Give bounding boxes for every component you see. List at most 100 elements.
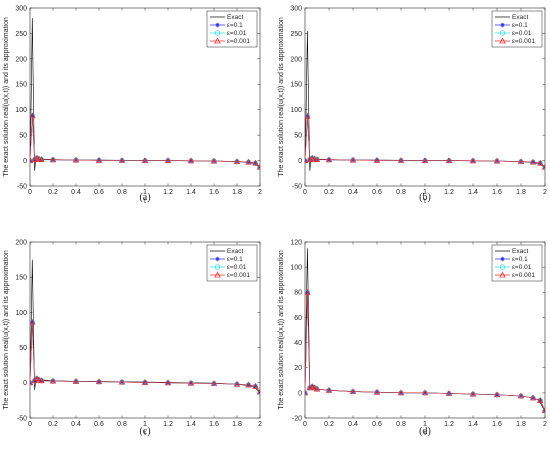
data-point — [305, 392, 307, 395]
data-point — [311, 384, 318, 391]
x-tick-label: 1.4 — [186, 189, 196, 196]
data-point — [49, 156, 57, 163]
x-tick-label: 1.8 — [516, 189, 526, 196]
data-point — [517, 392, 525, 399]
data-point — [445, 157, 453, 164]
legend-entry: Exact — [227, 14, 243, 21]
y-tick-label: 50 — [19, 345, 27, 352]
data-point — [397, 157, 405, 163]
data-point — [349, 388, 357, 395]
data-point — [493, 157, 501, 164]
data-point — [541, 163, 545, 170]
data-point — [537, 397, 544, 403]
x-tick-label: 0.2 — [324, 421, 334, 428]
legend-marker — [214, 271, 221, 278]
chart-panel-d: 0 0.2 0.4 0.6 0.8 1 1.2 1.4 1.6 1.8 2-200204060801… — [278, 239, 547, 437]
series-line-3 — [30, 115, 260, 168]
legend-entry: ε=0.001 — [227, 272, 250, 279]
data-point — [258, 166, 260, 170]
data-point — [164, 379, 172, 386]
data-point — [30, 157, 34, 164]
series-group — [305, 248, 545, 414]
data-point — [245, 381, 252, 388]
y-tick-label: 250 — [15, 31, 27, 38]
data-point — [256, 163, 260, 170]
y-tick-label: 150 — [15, 82, 27, 89]
data-point — [141, 379, 149, 385]
legend-marker — [499, 271, 506, 278]
data-point — [30, 318, 36, 325]
y-tick-label: 200 — [15, 56, 27, 63]
data-point — [95, 156, 103, 163]
legend-marker — [499, 30, 506, 36]
y-tick-label: 60 — [294, 315, 302, 322]
data-point — [210, 157, 218, 164]
legend-marker — [499, 264, 506, 270]
x-tick-label: 0.2 — [324, 189, 334, 196]
data-point — [325, 156, 333, 163]
x-tick-label: 2 — [543, 189, 547, 196]
x-tick-label: 1 — [143, 421, 147, 428]
x-tick-label: 0 — [303, 421, 307, 428]
y-tick-label: 100 — [15, 310, 27, 317]
legend-entry: ε=0.1 — [512, 256, 528, 263]
legend-marker — [214, 264, 221, 270]
data-point — [164, 157, 172, 164]
y-tick-label: -50 — [17, 183, 27, 190]
data-point — [233, 158, 241, 165]
y-tick-label: 150 — [15, 275, 27, 282]
y-axis-label: The exact solution real(u(x,t)) and its … — [278, 17, 285, 177]
legend-entry: ε=0.001 — [227, 38, 250, 45]
x-tick-label: 0.6 — [372, 189, 382, 196]
x-tick-label: 0 — [28, 189, 32, 196]
x-tick-label: 2 — [543, 421, 547, 428]
panel-caption: (d) — [419, 426, 431, 437]
data-point — [118, 378, 126, 385]
x-tick-label: 2 — [258, 189, 262, 196]
data-point — [33, 375, 41, 382]
x-axis-label: t — [144, 198, 146, 205]
series-line-3 — [30, 322, 260, 393]
x-tick-label: 0.6 — [94, 421, 104, 428]
data-point — [233, 380, 241, 387]
x-tick-label: 1.6 — [209, 189, 219, 196]
x-tick-label: 0.8 — [396, 189, 406, 196]
y-tick-label: 250 — [290, 31, 302, 38]
x-tick-label: 1.8 — [232, 421, 242, 428]
x-tick-label: 1.4 — [468, 189, 478, 196]
panel-caption: (c) — [139, 426, 150, 437]
data-point — [313, 385, 321, 392]
y-tick-label: 80 — [294, 290, 302, 297]
data-point — [349, 156, 357, 163]
legend-marker — [500, 23, 505, 27]
data-point — [38, 156, 45, 162]
data-point — [542, 407, 545, 414]
y-tick-label: 0 — [298, 390, 302, 397]
data-point — [421, 157, 429, 164]
data-point — [305, 160, 307, 163]
data-point — [373, 156, 381, 163]
data-point — [469, 390, 477, 397]
x-tick-label: 0 — [303, 189, 307, 196]
legend-entry: ε=0.001 — [512, 38, 535, 45]
x-tick-label: 1.8 — [516, 421, 526, 428]
data-point — [245, 158, 252, 165]
y-tick-label: 200 — [15, 239, 27, 246]
series-group — [30, 259, 260, 395]
data-point — [30, 382, 32, 385]
y-tick-label: -20 — [292, 415, 302, 422]
legend-entry: Exact — [227, 248, 243, 255]
legend-marker — [499, 37, 506, 44]
x-axis-label: t — [424, 198, 426, 205]
legend-marker — [500, 257, 505, 261]
y-tick-label: 50 — [294, 133, 302, 140]
x-tick-label: 1.2 — [444, 421, 454, 428]
data-point — [529, 158, 537, 165]
data-point — [118, 157, 126, 163]
data-point — [309, 383, 316, 390]
y-tick-label: 300 — [15, 5, 27, 12]
x-tick-label: 0.8 — [117, 189, 127, 196]
data-point — [30, 112, 36, 119]
data-point — [305, 113, 311, 119]
